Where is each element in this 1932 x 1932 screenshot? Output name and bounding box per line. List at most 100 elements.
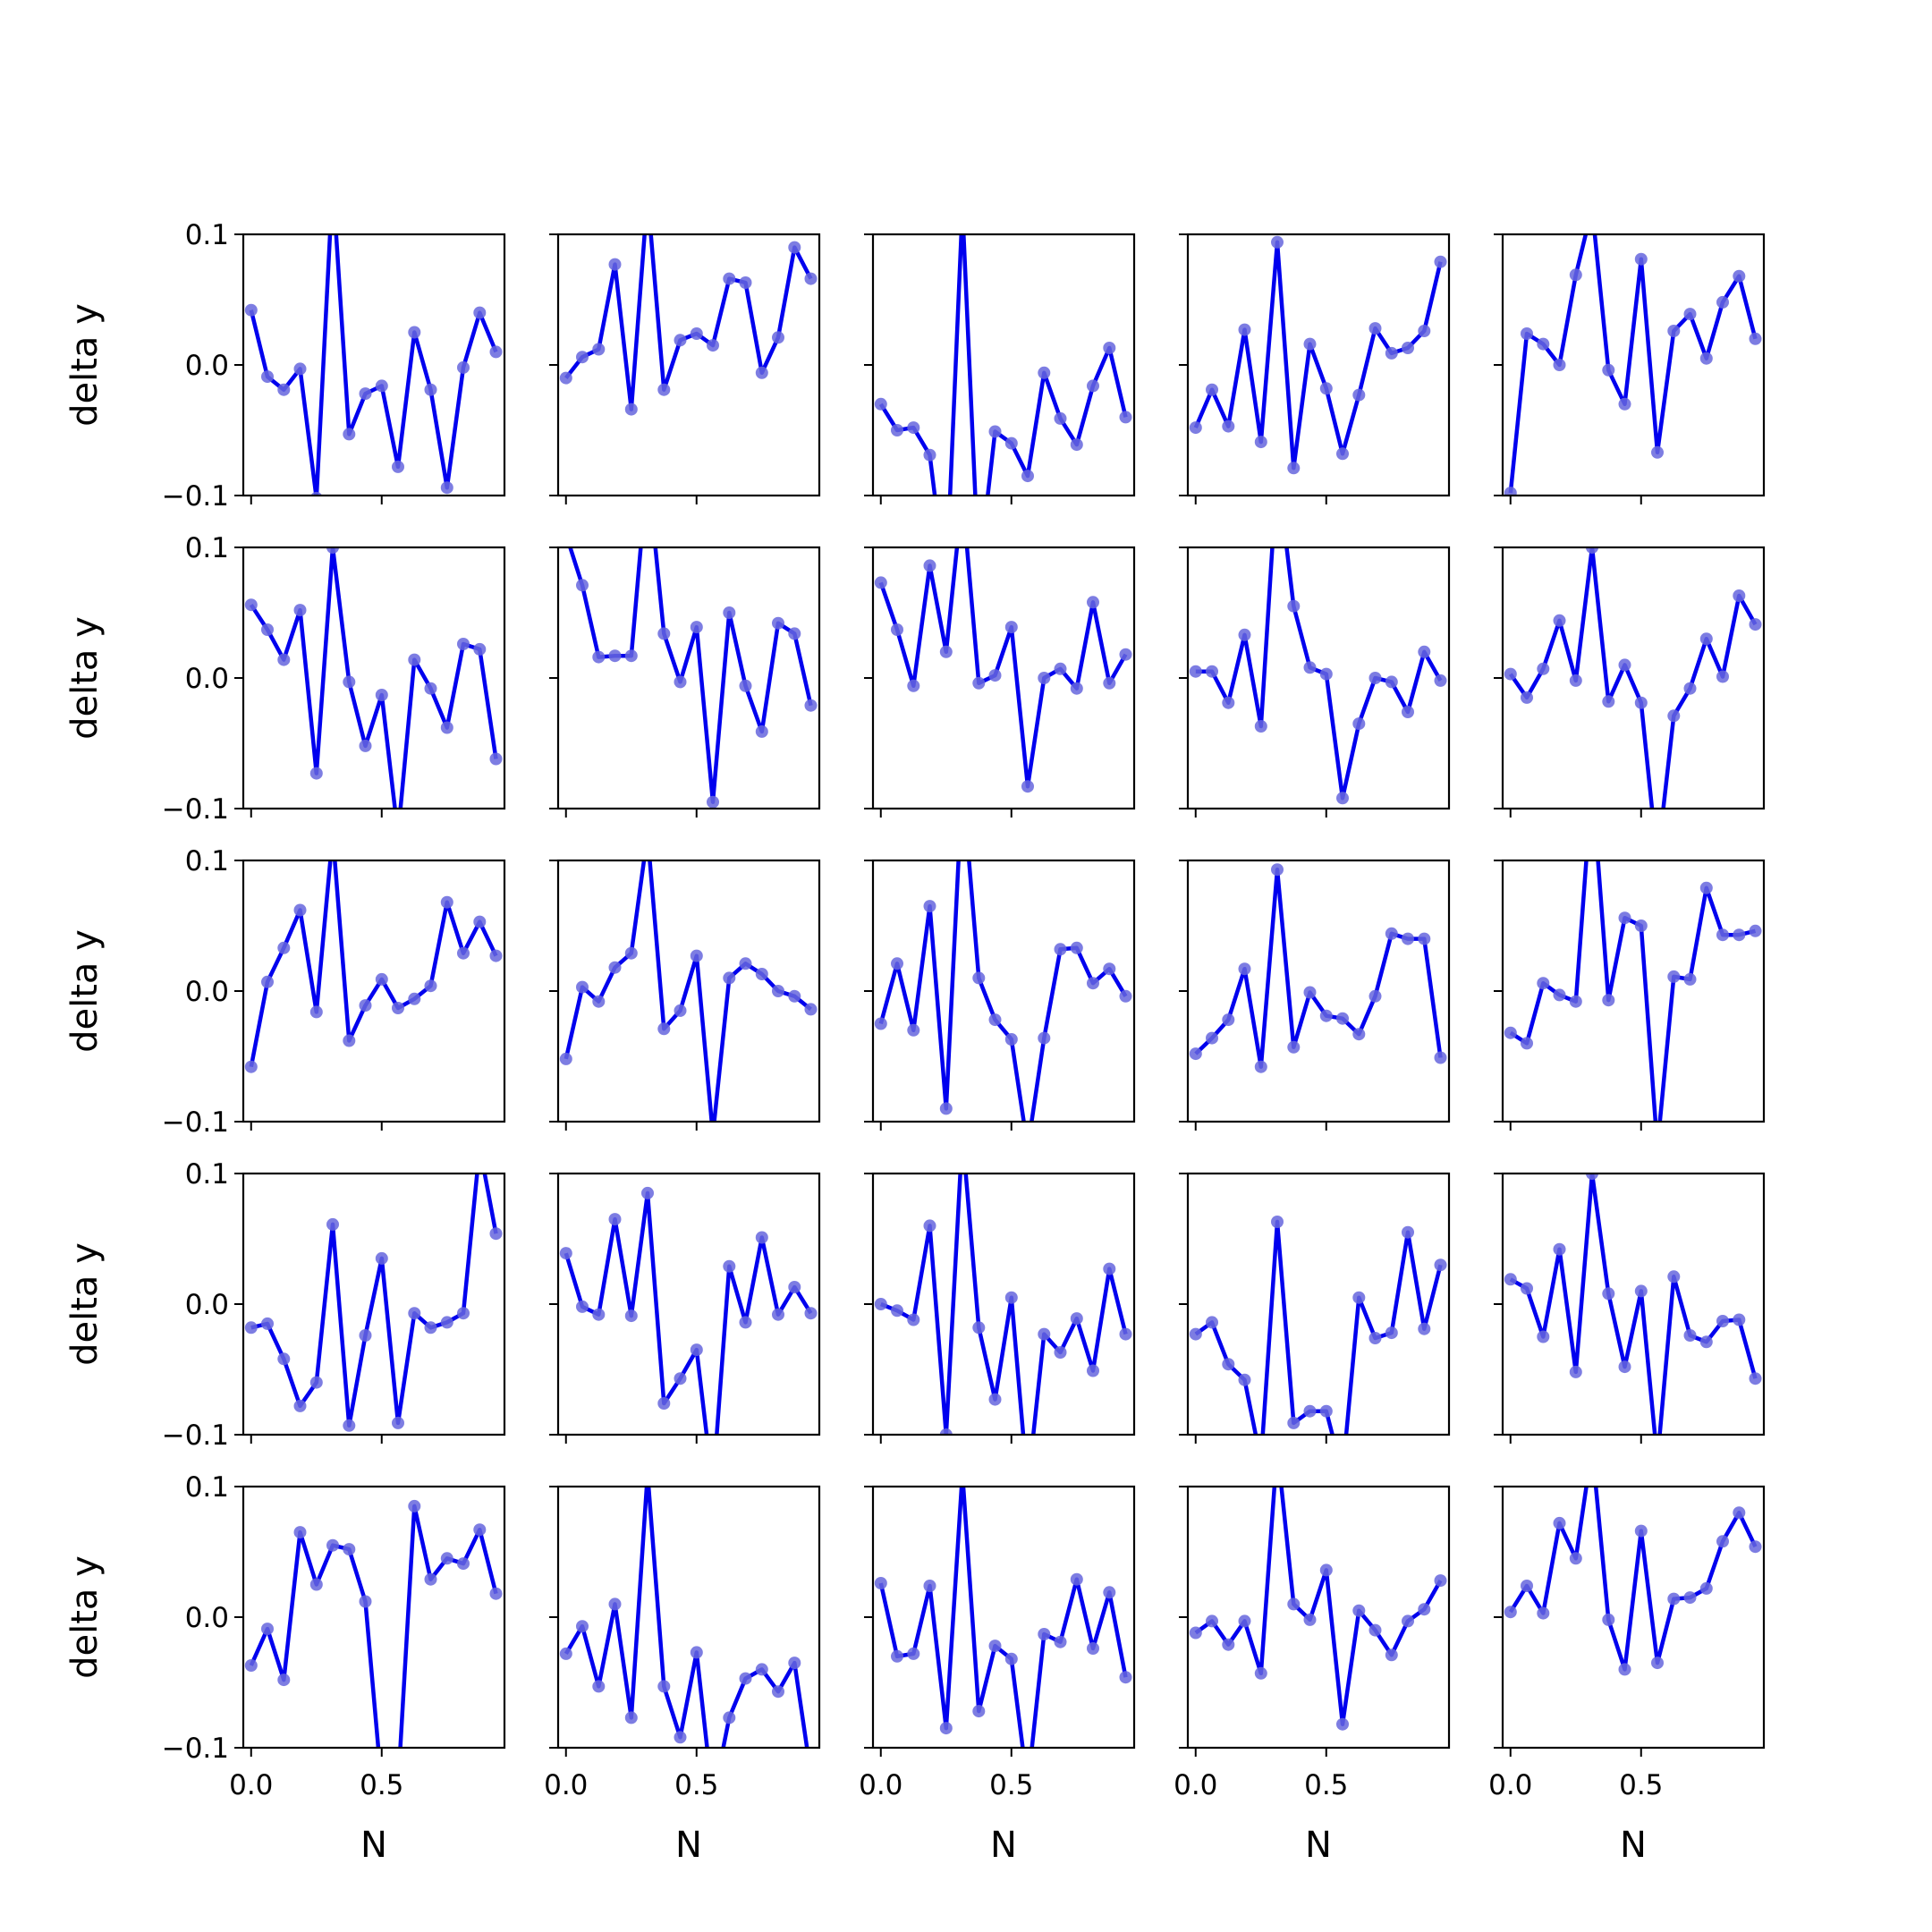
data-point (1303, 337, 1317, 351)
x-tick-label: 0.5 (1619, 1769, 1663, 1801)
data-point (1733, 928, 1746, 942)
axes-frame (1186, 546, 1451, 810)
data-point (1021, 780, 1034, 793)
data-point (907, 679, 920, 692)
data-point (1004, 436, 1018, 450)
y-tick-label: 0.0 (185, 663, 229, 695)
data-point (1733, 589, 1746, 602)
data-point (624, 649, 638, 663)
data-point (244, 598, 258, 612)
data-point (1087, 977, 1099, 990)
data-point (755, 968, 768, 980)
data-point (326, 176, 339, 189)
data-point (1254, 1666, 1267, 1680)
series-line (249, 547, 498, 809)
data-point (1504, 487, 1517, 496)
data-point (576, 579, 589, 592)
data-point (772, 1308, 784, 1321)
data-point (1504, 1273, 1517, 1286)
data-point (1287, 1040, 1301, 1054)
data-point (1667, 325, 1681, 337)
data-point (1569, 268, 1582, 282)
axes-frame (556, 1172, 821, 1436)
data-point (277, 1352, 291, 1366)
data-point (1054, 1635, 1067, 1648)
data-point (956, 775, 969, 788)
data-point (343, 428, 356, 441)
data-point (641, 462, 654, 475)
data-point (1319, 667, 1333, 681)
y-tick-label: 0.1 (185, 845, 229, 877)
data-point (277, 941, 291, 954)
data-point (1733, 1506, 1746, 1520)
data-point (1667, 709, 1681, 723)
data-point (359, 1595, 372, 1608)
data-point (375, 972, 388, 986)
data-point (1602, 994, 1615, 1007)
data-point (1521, 1037, 1533, 1050)
data-point (1553, 1516, 1566, 1530)
data-point (1368, 322, 1382, 335)
data-point (1699, 632, 1713, 646)
data-point (988, 1393, 1002, 1406)
data-point (1287, 1416, 1301, 1429)
y-tick-label: 0.1 (185, 1471, 229, 1504)
y-tick-label: 0.0 (185, 1602, 229, 1634)
data-point (277, 383, 291, 396)
data-point (408, 992, 421, 1005)
data-point (804, 699, 818, 712)
data-point (1054, 1346, 1067, 1359)
data-point (972, 1321, 986, 1335)
data-point (261, 1317, 274, 1330)
series-line (878, 860, 1128, 1122)
data-point (657, 1022, 671, 1036)
data-point (408, 653, 421, 666)
data-point (1683, 1591, 1697, 1605)
series-line (564, 1191, 813, 1435)
data-point (1206, 665, 1218, 678)
data-point (1021, 1141, 1034, 1154)
plot-area (1189, 547, 1447, 805)
data-point (674, 334, 687, 347)
data-point (1569, 1365, 1582, 1378)
data-point (1434, 1574, 1447, 1588)
subplot-r1-c1: −0.1 0.0 0.1 delta y (64, 176, 506, 513)
data-point (1402, 342, 1414, 354)
data-point (1521, 1580, 1533, 1592)
x-tick-label: 0.0 (1488, 1769, 1532, 1801)
data-point (1618, 397, 1631, 411)
data-point (1087, 1642, 1099, 1655)
data-point (457, 360, 470, 374)
data-point (723, 1259, 736, 1273)
series-line (878, 547, 1128, 789)
series-line (250, 1174, 498, 1428)
subplot-r4-c4 (1179, 1172, 1451, 1444)
data-point (244, 1659, 258, 1672)
data-point (1733, 269, 1746, 283)
data-point (261, 1623, 274, 1636)
data-point (723, 606, 736, 619)
data-point (723, 272, 736, 285)
data-point (440, 721, 453, 734)
data-point (1385, 675, 1398, 689)
data-point (805, 1767, 818, 1780)
data-point (657, 1397, 671, 1410)
data-point (1667, 1592, 1681, 1606)
data-point (1683, 972, 1697, 986)
data-point (1699, 352, 1713, 365)
data-point (1070, 1312, 1083, 1326)
data-point (1303, 1613, 1317, 1626)
data-point (804, 1003, 818, 1016)
data-point (1749, 618, 1762, 631)
data-point (624, 1711, 638, 1724)
data-point (972, 971, 986, 985)
data-point (1699, 881, 1713, 894)
data-point (1254, 1060, 1267, 1073)
data-point (359, 1329, 372, 1342)
data-point (923, 559, 936, 572)
x-axis-label: N (990, 1825, 1017, 1866)
data-point (1189, 421, 1202, 435)
data-point (707, 1129, 719, 1141)
data-point (608, 1597, 622, 1611)
